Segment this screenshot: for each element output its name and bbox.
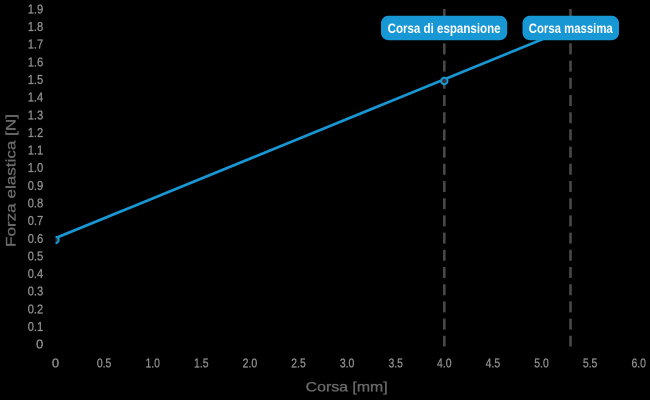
- svg-text:1.7: 1.7: [28, 37, 44, 52]
- svg-text:Forza elastica [N]: Forza elastica [N]: [3, 114, 18, 247]
- svg-text:1.5: 1.5: [28, 72, 44, 87]
- svg-text:Corsa massima: Corsa massima: [529, 20, 613, 36]
- svg-text:6.0: 6.0: [631, 356, 646, 371]
- svg-text:Corsa di espansione: Corsa di espansione: [388, 20, 501, 36]
- svg-text:0.2: 0.2: [28, 301, 44, 316]
- svg-text:5.5: 5.5: [583, 356, 598, 371]
- svg-text:1.0: 1.0: [145, 356, 160, 371]
- svg-text:3.5: 3.5: [388, 356, 403, 371]
- svg-text:0.5: 0.5: [28, 248, 44, 263]
- svg-text:4.0: 4.0: [437, 356, 452, 371]
- svg-text:1.2: 1.2: [28, 125, 44, 140]
- svg-text:1.5: 1.5: [194, 356, 209, 371]
- svg-text:1.9: 1.9: [28, 1, 44, 16]
- svg-text:2.0: 2.0: [243, 356, 258, 371]
- svg-text:0.4: 0.4: [28, 266, 44, 281]
- svg-text:1.3: 1.3: [28, 107, 44, 122]
- svg-text:1.1: 1.1: [28, 143, 44, 158]
- svg-text:0.5: 0.5: [97, 356, 112, 371]
- svg-text:0: 0: [36, 337, 43, 352]
- svg-text:1.0: 1.0: [28, 160, 44, 175]
- svg-text:0.6: 0.6: [28, 231, 44, 246]
- svg-text:0.8: 0.8: [28, 195, 44, 210]
- svg-text:0.1: 0.1: [28, 319, 44, 334]
- svg-text:Corsa [mm]: Corsa [mm]: [306, 380, 388, 395]
- svg-text:0.9: 0.9: [28, 178, 44, 193]
- svg-text:2.5: 2.5: [291, 356, 306, 371]
- svg-text:3.0: 3.0: [340, 356, 355, 371]
- svg-text:0: 0: [52, 356, 59, 371]
- svg-text:4.5: 4.5: [486, 356, 501, 371]
- svg-text:1.6: 1.6: [28, 54, 44, 69]
- svg-text:1.8: 1.8: [28, 19, 44, 34]
- svg-text:0.7: 0.7: [28, 213, 44, 228]
- svg-text:5.0: 5.0: [534, 356, 549, 371]
- svg-text:1.4: 1.4: [28, 90, 44, 105]
- svg-text:0.3: 0.3: [28, 284, 44, 299]
